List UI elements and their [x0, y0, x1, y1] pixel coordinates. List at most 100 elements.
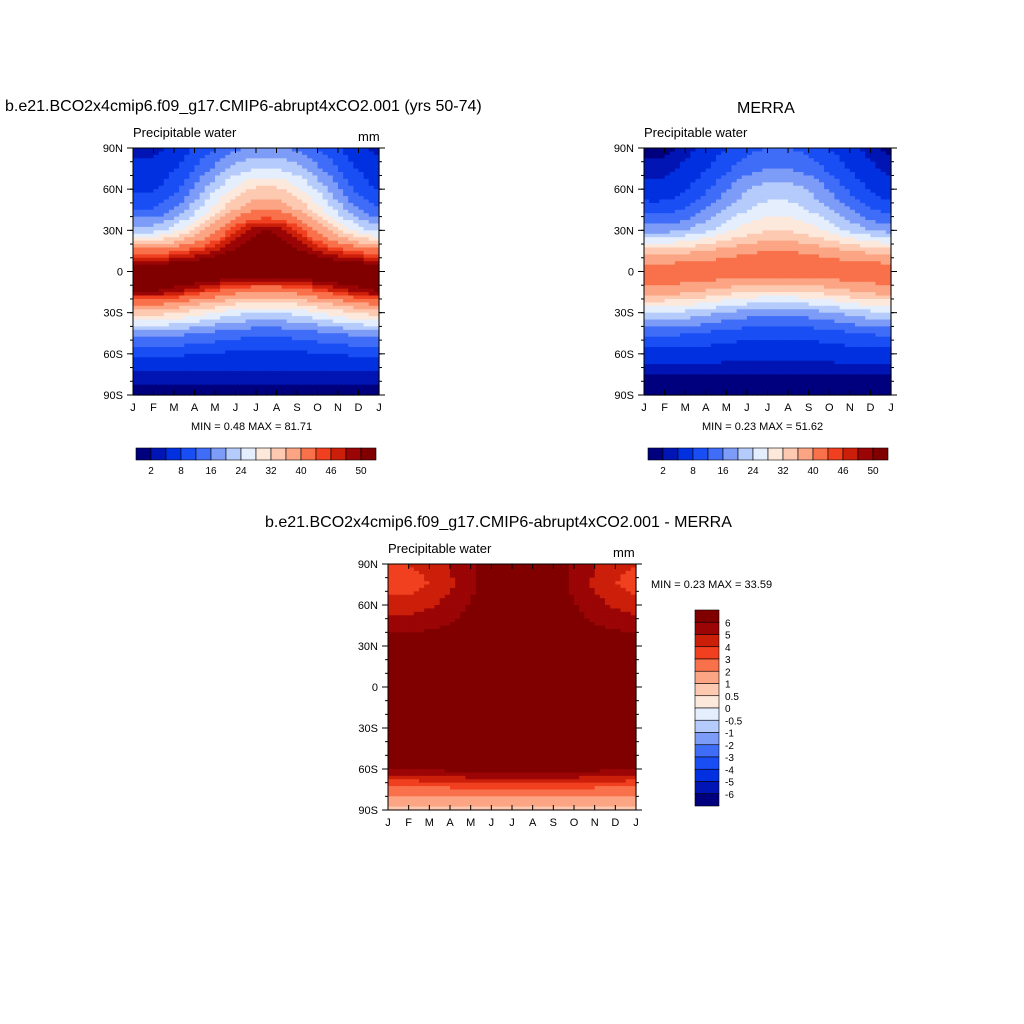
panel3-colorbar-label: -4 [725, 765, 734, 776]
panel1-colorbar-swatch [225, 447, 242, 461]
panel3-minmax: MIN = 0.23 MAX = 33.59 [651, 579, 773, 591]
panel1-xtick-label: F [150, 402, 157, 414]
panel3-title: b.e21.BCO2x4cmip6.f09_g17.CMIP6-abrupt4x… [265, 514, 732, 531]
panel2-xtick-label: A [784, 402, 792, 414]
panel3-xtick-label: M [425, 817, 434, 829]
panel3-xtick-label: S [550, 817, 557, 829]
panel2-variable-label: Precipitable water [644, 125, 748, 140]
panel1-variable-label: Precipitable water [133, 125, 237, 140]
panel3-colorbar-swatch [694, 707, 720, 721]
panel1-colorbar-swatch [300, 447, 317, 461]
panel3-colorbar-label: 1 [725, 680, 731, 691]
panel1-colorbar-label: 40 [295, 466, 307, 477]
panel2-colorbar-swatch [767, 447, 784, 461]
panel1-colorbar-swatch [315, 447, 332, 461]
panel3-colorbar-swatch [694, 768, 720, 782]
panel2-ytick-label: 90S [614, 390, 634, 402]
panel1-xtick-label: A [191, 402, 199, 414]
panel2-colorbar-swatch [842, 447, 859, 461]
panel1-colorbar-swatch [345, 447, 362, 461]
panel2-colorbar-swatch [662, 447, 679, 461]
panel2-colorbar-swatch [647, 447, 664, 461]
panel2-colorbar-label: 40 [807, 466, 819, 477]
panel3-colorbar-swatch [694, 719, 720, 733]
panel1-minmax: MIN = 0.48 MAX = 81.71 [191, 421, 313, 433]
panel2-xtick-label: M [722, 402, 731, 414]
panel1-xtick-label: J [253, 402, 259, 414]
panel1-colorbar-swatch [195, 447, 212, 461]
panel2-xtick-label: J [765, 402, 771, 414]
panel2-colorbar-swatch [722, 447, 739, 461]
panel3-colorbar-swatch [694, 634, 720, 648]
panel3-units-label: mm [613, 545, 635, 560]
panel1-ytick-label: 60S [103, 349, 123, 361]
panel2-colorbar-swatch [782, 447, 799, 461]
panel1-xtick-label: M [169, 402, 178, 414]
panel2-colorbar-swatch [677, 447, 694, 461]
panel1-colorbar-label: 8 [178, 466, 184, 477]
panel1-colorbar-swatch [360, 447, 377, 461]
panel3-xtick-label: J [385, 817, 391, 829]
panel1-ytick-label: 90N [103, 143, 123, 155]
panel3-xtick-label: J [489, 817, 495, 829]
panel3-colorbar-swatch [694, 683, 720, 697]
panel1-colorbar-label: 50 [355, 466, 367, 477]
panel1-colorbar-label: 24 [235, 466, 247, 477]
panel2-ytick-label: 60N [614, 184, 634, 196]
panel2-colorbar-swatch [692, 447, 709, 461]
panel1-field [133, 148, 380, 396]
panel3-ytick-label: 90S [358, 805, 378, 817]
panel1-colorbar-swatch [255, 447, 272, 461]
panel2-colorbar-label: 46 [837, 466, 849, 477]
panel3-colorbar-swatch [694, 646, 720, 660]
panel3-colorbar-swatch [694, 732, 720, 746]
panel2-minmax: MIN = 0.23 MAX = 51.62 [702, 421, 824, 433]
panel2-colorbar-swatch [857, 447, 874, 461]
panel1-ytick-label: 30N [103, 225, 123, 237]
panel3-field [388, 564, 637, 811]
panel3-colorbar-label: 2 [725, 667, 731, 678]
panel3-ytick-label: 90N [358, 559, 378, 571]
panel2-xtick-label: J [744, 402, 750, 414]
panel3-variable-label: Precipitable water [388, 541, 492, 556]
panel3-colorbar-label: 6 [725, 618, 731, 629]
panel1-xtick-label: S [293, 402, 300, 414]
panel1-xtick-label: O [313, 402, 322, 414]
panel3-xtick-label: F [405, 817, 412, 829]
panel1-title: b.e21.BCO2x4cmip6.f09_g17.CMIP6-abrupt4x… [5, 98, 482, 115]
panel2-colorbar-swatch [872, 447, 889, 461]
panel1-units-label: mm [358, 129, 380, 144]
panel2-xtick-label: J [888, 402, 894, 414]
panel2-colorbar-label: 24 [747, 466, 759, 477]
panel3-xtick-label: O [570, 817, 579, 829]
panel3-xtick-label: J [633, 817, 639, 829]
panel2-colorbar-label: 8 [690, 466, 696, 477]
panel3-xtick-label: J [509, 817, 515, 829]
panel1-colorbar-swatch [270, 447, 287, 461]
panel2-xtick-label: O [825, 402, 834, 414]
panel3-ytick-label: 0 [372, 682, 378, 694]
panel3-colorbar-swatch [694, 621, 720, 635]
panel3-ytick-label: 30S [358, 723, 378, 735]
panel2-colorbar-swatch [827, 447, 844, 461]
panel1-ytick-label: 30S [103, 308, 123, 320]
panel3-ytick-label: 60N [358, 600, 378, 612]
panel2-xtick-label: A [702, 402, 710, 414]
panel3-colorbar-swatch [694, 744, 720, 758]
panel2-colorbar-swatch [812, 447, 829, 461]
panel2-xtick-label: D [866, 402, 874, 414]
panel1-xtick-label: J [376, 402, 382, 414]
panel3-colorbar-label: -3 [725, 753, 734, 764]
panel2-colorbar-swatch [752, 447, 769, 461]
panel2-xtick-label: N [846, 402, 854, 414]
panel3-ytick-label: 30N [358, 641, 378, 653]
panel3-colorbar-label: -5 [725, 778, 734, 789]
panel1-colorbar-swatch [210, 447, 227, 461]
panel2-colorbar-label: 50 [867, 466, 879, 477]
panel1-xtick-label: J [233, 402, 239, 414]
panel3-xtick-label: A [529, 817, 537, 829]
panel3-colorbar-label: 0.5 [725, 692, 739, 703]
panel2-xtick-label: F [661, 402, 668, 414]
panel2-colorbar-swatch [737, 447, 754, 461]
panel3-colorbar-label: -6 [725, 790, 734, 801]
